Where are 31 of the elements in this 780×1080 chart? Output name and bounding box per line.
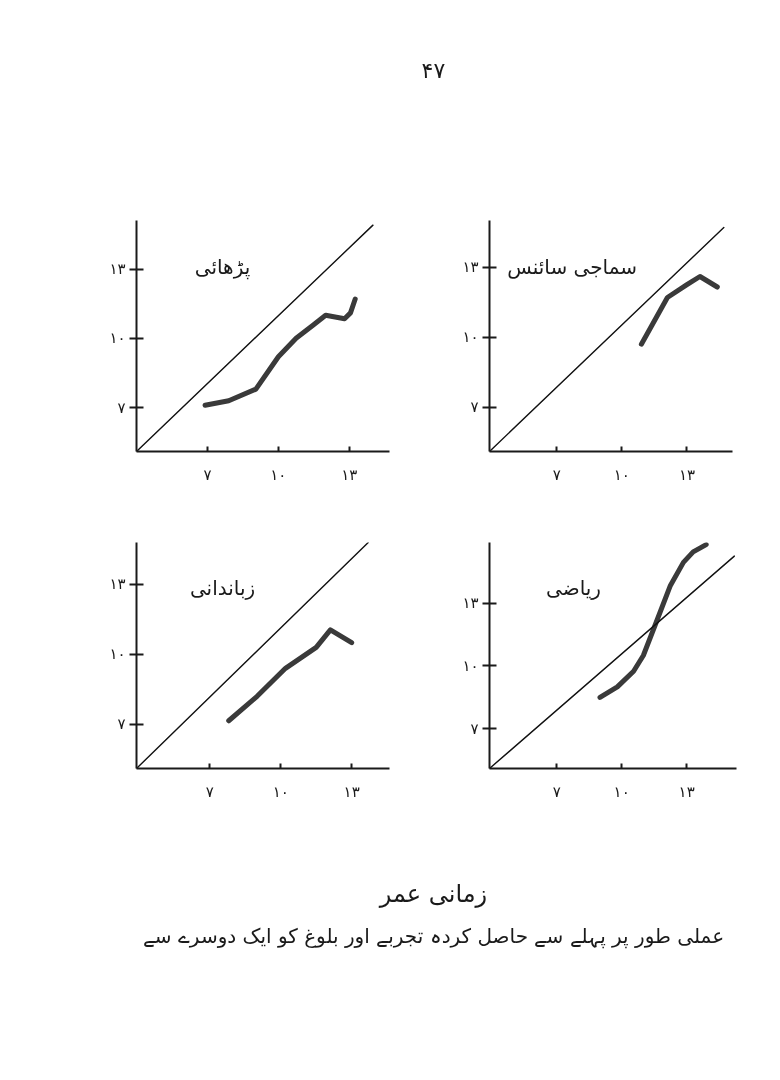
text: پڑھائی bbox=[194, 254, 251, 280]
y-tick-label: ۷ bbox=[470, 398, 479, 417]
text: عملی طور پر پہلے سے حاصل کردہ تجربے اور بلوغ کو ایک دوسرے سے bbox=[142, 924, 725, 950]
x-tick-label: ۷ bbox=[552, 782, 561, 801]
x-tick-label: ۱۰ bbox=[613, 782, 630, 801]
y-tick-label: ۱۰ bbox=[109, 645, 126, 664]
x-tick-label: ۱۳ bbox=[341, 465, 358, 484]
y-tick-label: ۷ bbox=[117, 398, 126, 417]
y-tick-label: ۷ bbox=[470, 719, 479, 738]
x-tick-label: ۷ bbox=[552, 465, 561, 484]
y-tick-label: ۱۰ bbox=[462, 328, 479, 347]
x-tick-label: ۱۳ bbox=[678, 782, 695, 801]
text: سماجی سائنس bbox=[507, 254, 638, 279]
x-tick-label: ۷ bbox=[203, 465, 212, 484]
text: ۴۷ bbox=[421, 58, 446, 84]
text: زمانی عمر bbox=[378, 880, 488, 909]
y-tick-label: ۱۳ bbox=[109, 575, 126, 594]
x-tick-label: ۱۳ bbox=[343, 782, 360, 801]
y-tick-label: ۷ bbox=[117, 715, 126, 734]
x-tick-label: ۱۰ bbox=[613, 465, 630, 484]
x-tick-label: ۱۰ bbox=[272, 782, 289, 801]
y-tick-label: ۱۳ bbox=[462, 258, 479, 277]
x-tick-label: ۱۰ bbox=[270, 465, 287, 484]
y-tick-label: ۱۰ bbox=[462, 656, 479, 675]
y-tick-label: ۱۰ bbox=[109, 329, 126, 348]
text: زباندانی bbox=[189, 575, 256, 600]
y-tick-label: ۱۳ bbox=[462, 594, 479, 613]
y-tick-label: ۱۳ bbox=[109, 260, 126, 279]
x-tick-label: ۱۳ bbox=[678, 465, 696, 484]
text: ریاضی bbox=[545, 575, 601, 600]
x-tick-label: ۷ bbox=[205, 782, 214, 801]
